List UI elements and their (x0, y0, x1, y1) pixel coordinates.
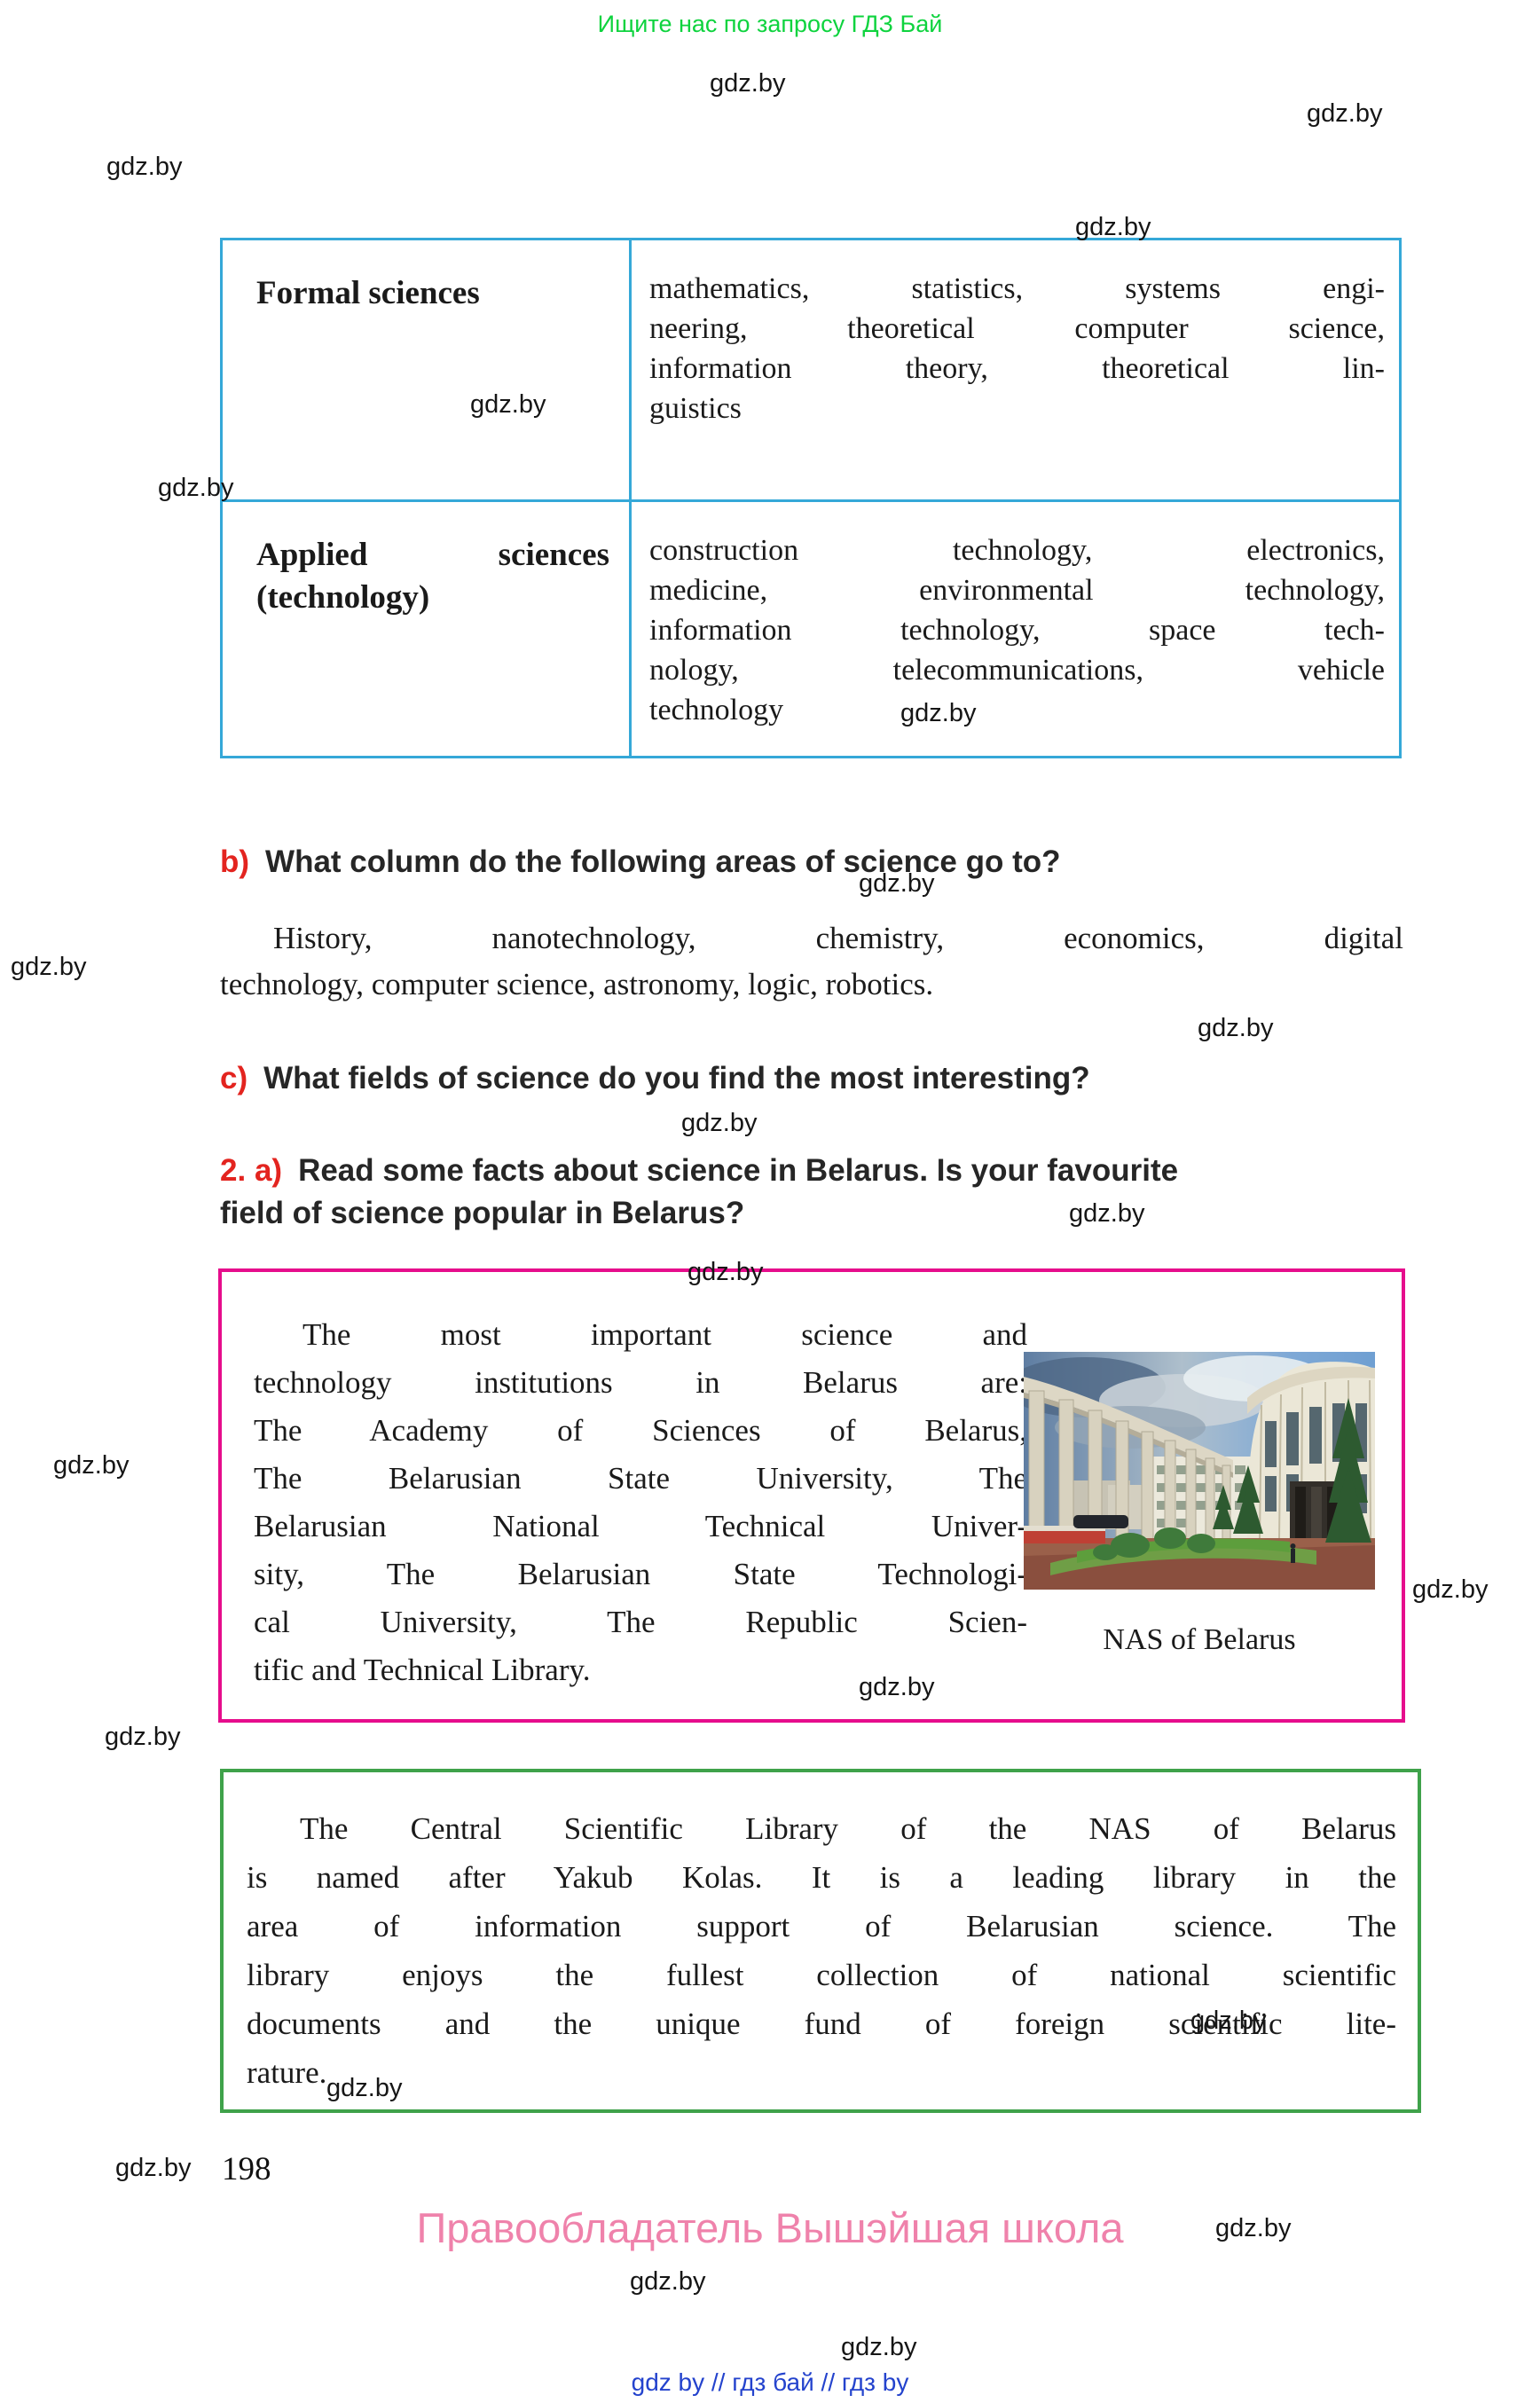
belarus-science-fact-box: The most important science and technology… (218, 1268, 1405, 1723)
table-row-applied-sciences: Applied sciences (technology) constructio… (223, 502, 1399, 756)
question-c-text: What fields of science do you find the m… (263, 1061, 1090, 1095)
term-cell-formal-sciences: Formal sciences (256, 275, 480, 311)
science-areas-list: History, nanotechnology, chemistry, econ… (220, 921, 1403, 1001)
page-number: 198 (222, 2151, 271, 2187)
watermark-gdz: gdz.by (1215, 2214, 1292, 2242)
term-cell-applied-sciences: Applied sciences (technology) (256, 537, 609, 616)
question-c: c) What fields of science do you find the… (220, 1057, 1403, 1100)
task2-number: 2. (220, 1153, 247, 1188)
top-promo-note: Ищите нас по запросу ГДЗ Бай (597, 11, 943, 37)
photo-caption: NAS of Belarus (1103, 1623, 1296, 1656)
watermark-gdz: gdz.by (1190, 2006, 1267, 2035)
watermark-gdz: gdz.by (470, 390, 546, 419)
question-b: b) What column do the following areas of … (220, 841, 1403, 883)
watermark-gdz: gdz.by (1198, 1014, 1274, 1042)
library-fact-box: The Central Scientific Library of the NA… (220, 1769, 1421, 2113)
question-c-label: c) (220, 1061, 248, 1095)
watermark-gdz: gdz.by (710, 69, 786, 98)
task2-line1: 2. a) Read some facts about science in Be… (220, 1150, 1403, 1192)
task2-sub-label: a) (254, 1153, 283, 1188)
library-paragraph: The Central Scientific Library of the NA… (247, 1811, 1396, 2090)
sciences-table: Formal sciences mathematics, statistics,… (220, 238, 1402, 758)
watermark-gdz: gdz.by (841, 2333, 917, 2361)
watermark-gdz: gdz.by (630, 2267, 706, 2296)
watermark-gdz: gdz.by (11, 953, 87, 981)
footer-links[interactable]: gdz by // гдз бай // гдз by (631, 2368, 909, 2396)
watermark-gdz: gdz.by (158, 474, 234, 502)
watermark-gdz: gdz.by (859, 869, 935, 898)
watermark-gdz: gdz.by (681, 1109, 758, 1137)
question-b-text: What column do the following areas of sc… (265, 844, 1061, 879)
watermark-gdz: gdz.by (1307, 99, 1383, 128)
task2-line2: field of science popular in Belarus? (220, 1196, 745, 1230)
publisher-line: Правообладатель Вышэйшая школа (416, 2204, 1124, 2251)
desc-cell-formal-sciences: mathematics, statistics, systems engi-ne… (629, 240, 1399, 499)
watermark-gdz: gdz.by (1075, 213, 1151, 241)
watermark-gdz: gdz.by (326, 2074, 403, 2102)
task2-heading: 2. a) Read some facts about science in Be… (220, 1150, 1403, 1235)
desc-cell-applied-sciences: construction technology, electronics, med… (629, 502, 1399, 756)
question-b-label: b) (220, 844, 250, 879)
nas-of-belarus-photo (1024, 1352, 1375, 1590)
watermark-gdz: gdz.by (900, 699, 977, 727)
watermark-gdz: gdz.by (53, 1451, 130, 1480)
watermark-gdz: gdz.by (105, 1723, 181, 1751)
watermark-gdz: gdz.by (106, 153, 183, 181)
watermark-gdz: gdz.by (1412, 1575, 1489, 1604)
task2-text-line1: Read some facts about science in Belarus… (298, 1153, 1179, 1188)
watermark-gdz: gdz.by (115, 2154, 192, 2182)
watermark-gdz: gdz.by (859, 1673, 935, 1701)
table-row-formal-sciences: Formal sciences mathematics, statistics,… (223, 240, 1399, 502)
watermark-gdz: gdz.by (1069, 1199, 1145, 1228)
watermark-gdz: gdz.by (688, 1258, 764, 1286)
belarus-institutions-paragraph: The most important science and technology… (254, 1317, 1027, 1687)
